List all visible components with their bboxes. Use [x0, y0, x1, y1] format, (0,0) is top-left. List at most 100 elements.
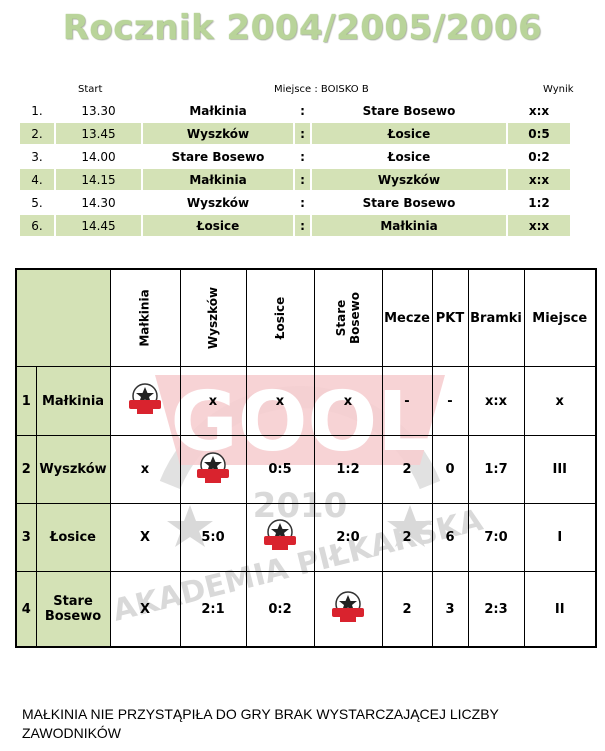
home-team: Małkinia	[143, 100, 293, 121]
schedule-row: 1. 13.30 Małkinia : Stare Bosewo x:x	[20, 100, 570, 121]
result-cell: 2:0	[313, 502, 383, 573]
pkt-cell: 3	[431, 571, 469, 648]
result-cell: 0:5	[245, 435, 315, 504]
col-header-label: Stare Bosewo	[334, 291, 362, 343]
schedule-row: 4. 14.15 Małkinia : Wyszków x:x	[20, 169, 570, 190]
mecze-cell: 2	[381, 435, 433, 504]
club-logo-icon	[264, 519, 296, 551]
club-logo-icon	[197, 451, 229, 483]
match-time: 14.15	[56, 169, 141, 190]
schedule-row: 2. 13.45 Wyszków : Łosice 0:5	[20, 123, 570, 144]
place-header: Miejsce : BOISKO B	[274, 84, 369, 95]
col-header-team-4: Stare Bosewo	[313, 268, 383, 368]
mecze-cell: 2	[381, 502, 433, 573]
start-header: Start	[78, 84, 103, 95]
club-logo-icon	[129, 383, 161, 415]
schedule-row: 5. 14.30 Wyszków : Stare Bosewo 1:2	[20, 192, 570, 213]
bramki-cell: 2:3	[467, 571, 525, 648]
col-header-label-line1: Stare	[333, 299, 348, 336]
result-cell: 0:2	[245, 571, 315, 648]
pkt-cell: 6	[431, 502, 469, 573]
away-team: Stare Bosewo	[312, 100, 506, 121]
col-header-team-3: Łosice	[245, 268, 315, 368]
self-cell-logo	[179, 435, 247, 504]
standings-row: 4 Stare Bosewo X 2:1 0:2 2 3 2:3 II	[15, 571, 597, 648]
col-header-miejsce: Miejsce	[523, 268, 597, 368]
result-cell: X	[109, 502, 181, 573]
col-header-bramki: Bramki	[467, 268, 525, 368]
match-score: 0:2	[508, 146, 570, 167]
standings-header-row: Małkinia Wyszków Łosice Stare Bosewo Mecz…	[15, 268, 597, 368]
match-time: 14.45	[56, 215, 141, 236]
col-header-label: Wyszków	[206, 286, 220, 349]
row-number: 3	[15, 502, 37, 573]
bramki-cell: 1:7	[467, 435, 525, 504]
result-cell: 5:0	[179, 502, 247, 573]
col-header-label-line2: Bosewo	[347, 291, 362, 344]
row-team-name-line1: Stare	[53, 594, 93, 610]
schedule-row: 3. 14.00 Stare Bosewo : Łosice 0:2	[20, 146, 570, 167]
result-header: Wynik	[543, 84, 574, 95]
result-cell: x	[109, 435, 181, 504]
result-cell: 1:2	[313, 435, 383, 504]
away-team: Łosice	[312, 146, 506, 167]
separator: :	[295, 215, 310, 236]
match-number: 5.	[20, 192, 54, 213]
home-team: Wyszków	[143, 123, 293, 144]
schedule-table: 1. 13.30 Małkinia : Stare Bosewo x:x 2. …	[18, 98, 572, 238]
match-number: 2.	[20, 123, 54, 144]
match-score: 1:2	[508, 192, 570, 213]
result-cell: x	[245, 366, 315, 437]
standings-row: 1 Małkinia x x x - - x:x x	[15, 366, 597, 437]
corner-cell	[15, 268, 111, 368]
col-header-mecze: Mecze	[381, 268, 433, 368]
self-cell-logo	[109, 366, 181, 437]
match-score: x:x	[508, 169, 570, 190]
self-cell-logo	[313, 571, 383, 648]
home-team: Łosice	[143, 215, 293, 236]
separator: :	[295, 169, 310, 190]
separator: :	[295, 146, 310, 167]
result-cell: x	[179, 366, 247, 437]
separator: :	[295, 123, 310, 144]
standings-table: Małkinia Wyszków Łosice Stare Bosewo Mecz…	[15, 268, 597, 648]
result-cell: X	[109, 571, 181, 648]
footer-note-line1: MAŁKINIA NIE PRZYSTĄPIŁA DO GRY BRAK WYS…	[22, 706, 499, 722]
away-team: Stare Bosewo	[312, 192, 506, 213]
match-time: 13.45	[56, 123, 141, 144]
standings-section: Małkinia Wyszków Łosice Stare Bosewo Mecz…	[15, 268, 597, 648]
bramki-cell: x:x	[467, 366, 525, 437]
footer-note: MAŁKINIA NIE PRZYSTĄPIŁA DO GRY BRAK WYS…	[22, 705, 542, 743]
col-header-label: Małkinia	[138, 288, 152, 347]
match-number: 1.	[20, 100, 54, 121]
bramki-cell: 7:0	[467, 502, 525, 573]
row-team-name: Łosice	[35, 502, 111, 573]
mecze-cell: 2	[381, 571, 433, 648]
miejsce-cell: III	[523, 435, 597, 504]
row-team-name: Małkinia	[35, 366, 111, 437]
home-team: Małkinia	[143, 169, 293, 190]
away-team: Małkinia	[312, 215, 506, 236]
match-number: 3.	[20, 146, 54, 167]
page-title: Rocznik 2004/2005/2006	[62, 8, 543, 48]
schedule-row: 6. 14.45 Łosice : Małkinia x:x	[20, 215, 570, 236]
result-cell: 2:1	[179, 571, 247, 648]
home-team: Stare Bosewo	[143, 146, 293, 167]
match-time: 13.30	[56, 100, 141, 121]
standings-row: 3 Łosice X 5:0 2:0 2 6 7:0 I	[15, 502, 597, 573]
match-score: x:x	[508, 215, 570, 236]
row-number: 1	[15, 366, 37, 437]
result-cell: x	[313, 366, 383, 437]
footer-note-line2: ZAWODNIKÓW	[22, 725, 122, 741]
miejsce-cell: I	[523, 502, 597, 573]
separator: :	[295, 100, 310, 121]
match-number: 6.	[20, 215, 54, 236]
home-team: Wyszków	[143, 192, 293, 213]
row-team-name-line2: Bosewo	[44, 609, 102, 625]
pkt-cell: -	[431, 366, 469, 437]
miejsce-cell: II	[523, 571, 597, 648]
self-cell-logo	[245, 502, 315, 573]
club-logo-icon	[332, 591, 364, 623]
pkt-cell: 0	[431, 435, 469, 504]
standings-row: 2 Wyszków x 0:5 1:2 2 0 1:7 III	[15, 435, 597, 504]
